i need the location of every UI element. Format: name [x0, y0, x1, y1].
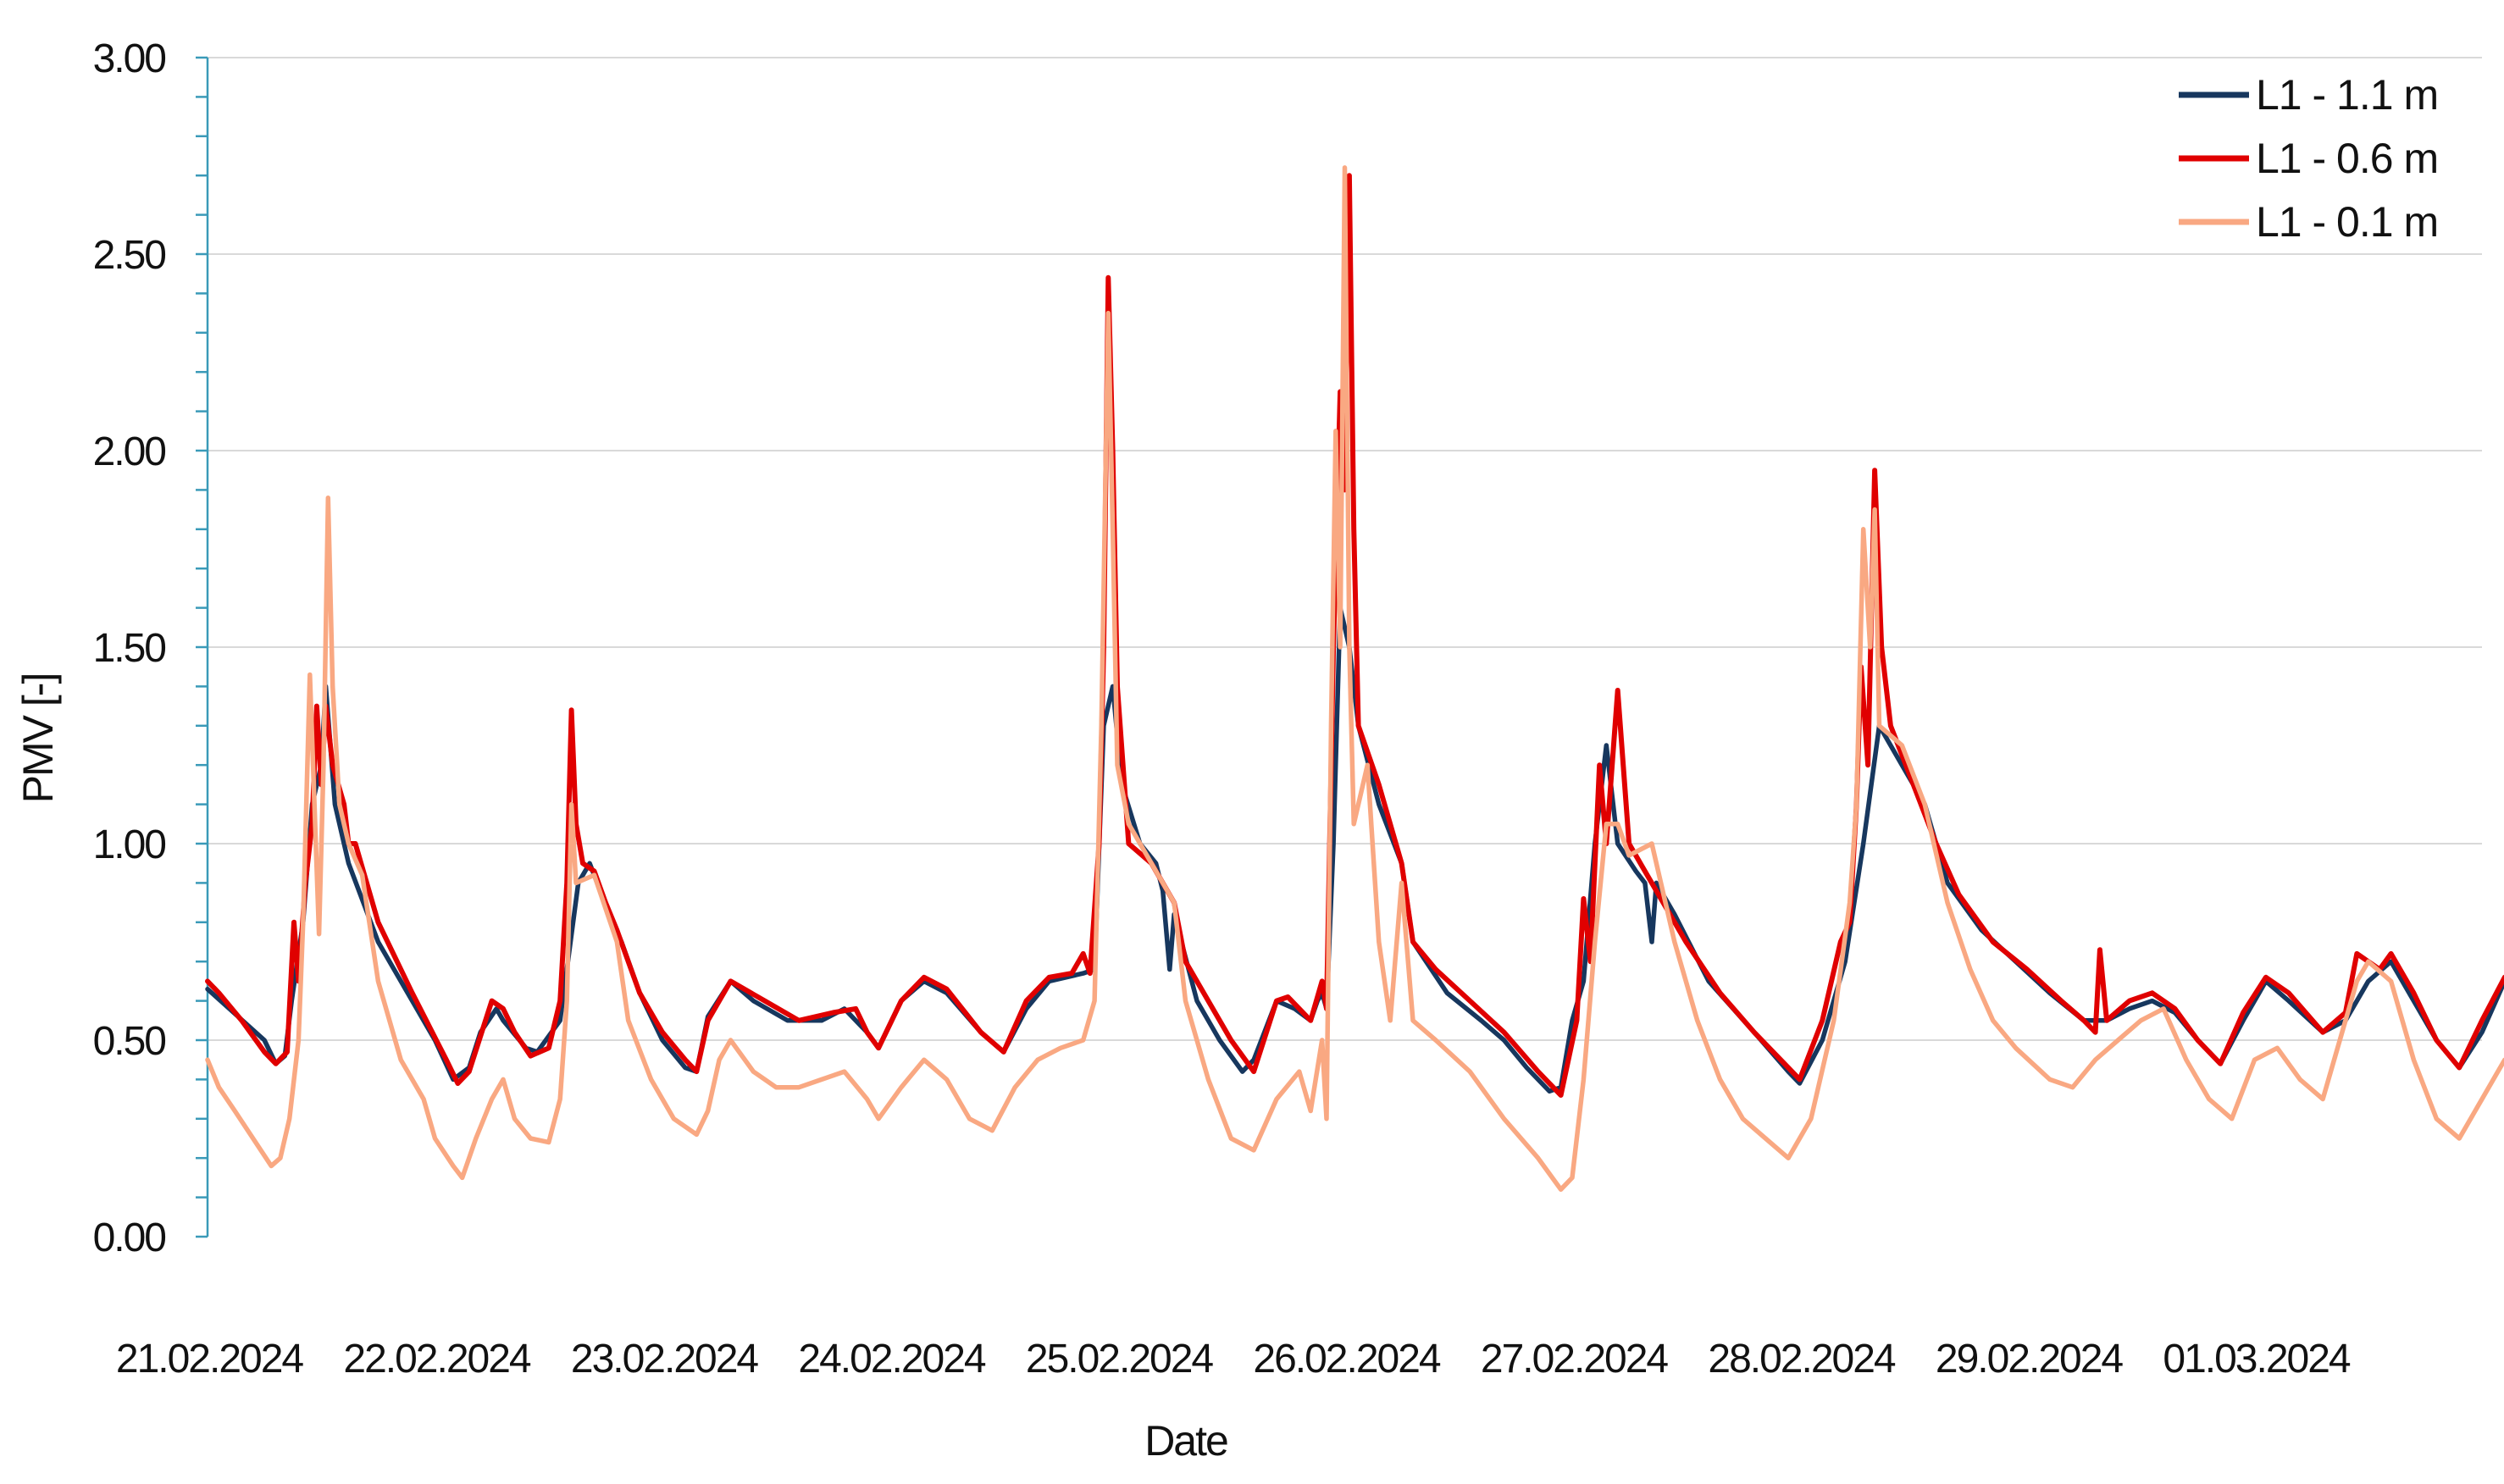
- series-line: [205, 173, 2504, 1098]
- x-tick-label: 23.02.2024: [571, 1337, 759, 1382]
- x-axis-title: Date: [1144, 1417, 1227, 1465]
- x-tick-labels: 21.02.2024 22.02.2024 23.02.2024 24.02.2024…: [116, 1337, 2352, 1382]
- legend-label: L1 - 0.6 m: [2256, 135, 2438, 182]
- y-tick-label: 1.50: [93, 626, 166, 671]
- series-line: [205, 165, 2504, 1193]
- x-tick-label: 22.02.2024: [343, 1337, 531, 1382]
- x-tick-label: 27.02.2024: [1481, 1337, 1669, 1382]
- x-tick-label: 24.02.2024: [798, 1337, 986, 1382]
- x-tick-label: 28.02.2024: [1708, 1337, 1896, 1382]
- y-tick-label: 2.50: [93, 233, 166, 278]
- y-tick-label: 3.00: [93, 36, 166, 81]
- x-tick-label: 21.02.2024: [116, 1337, 304, 1382]
- y-tick-label: 0.50: [93, 1019, 166, 1064]
- y-tick-label: 0.00: [93, 1215, 166, 1260]
- y-tick-labels: 0.00 0.50 1.00 1.50 2.00 2.50 3.00: [93, 36, 168, 1260]
- y-axis: [196, 56, 209, 1238]
- series-lines: [205, 165, 2504, 1193]
- y-axis-title: PMV [-]: [14, 674, 62, 804]
- legend: L1 - 1.1 m L1 - 0.6 m L1 - 0.1 m: [2179, 71, 2439, 246]
- x-tick-label: 01.03.2024: [2163, 1337, 2351, 1382]
- y-tick-label: 1.00: [93, 822, 166, 867]
- x-tick-label: 26.02.2024: [1253, 1337, 1441, 1382]
- x-tick-label: 29.02.2024: [1936, 1337, 2124, 1382]
- y-tick-label: 2.00: [93, 429, 166, 474]
- legend-label: L1 - 1.1 m: [2256, 71, 2438, 119]
- legend-label: L1 - 0.1 m: [2256, 198, 2438, 246]
- x-tick-label: 25.02.2024: [1026, 1337, 1214, 1382]
